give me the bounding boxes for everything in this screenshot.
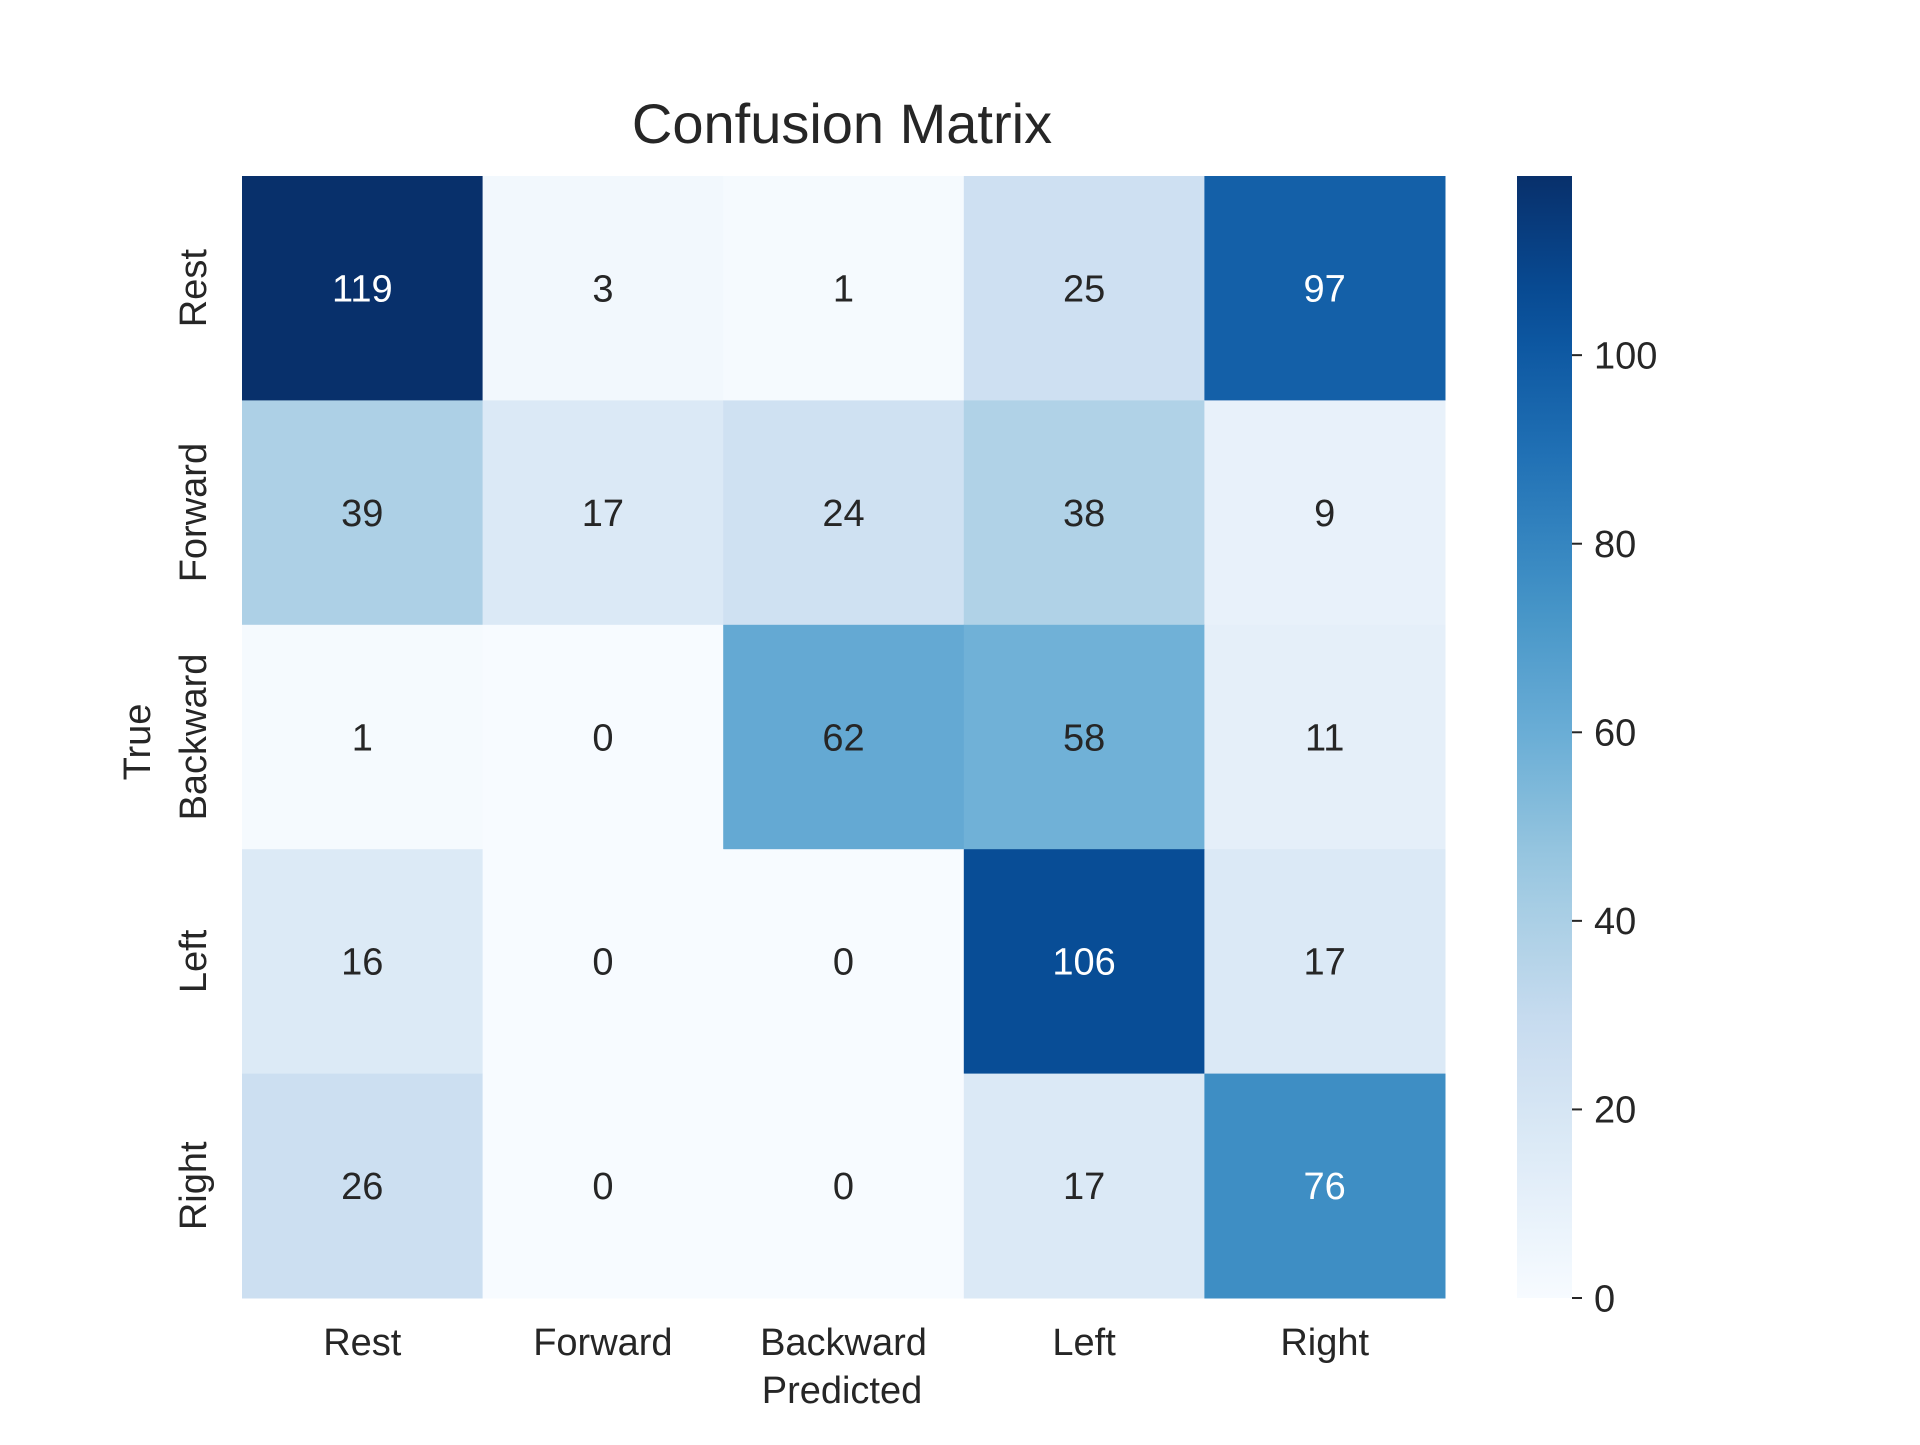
- colorbar-tick-label: 60: [1594, 713, 1636, 755]
- colorbar-tick-label: 80: [1594, 524, 1636, 566]
- cell-value-label: 58: [1063, 717, 1105, 759]
- heatmap-cell: [242, 176, 484, 401]
- heatmap-cell: [963, 400, 1205, 626]
- y-tick-label: Right: [173, 1141, 215, 1230]
- cell-value-label: 62: [822, 717, 864, 759]
- x-tick-label: Left: [1052, 1322, 1116, 1364]
- cell-value-label: 16: [341, 942, 383, 984]
- y-tick-labels: Rest Forward Backward Left Right: [173, 249, 215, 1230]
- heatmap-cell: [723, 849, 965, 1075]
- cell-value-label: 0: [833, 1166, 854, 1208]
- heatmap-cell: [242, 1073, 484, 1299]
- heatmap-cell: [482, 849, 724, 1075]
- heatmap-cell: [963, 176, 1205, 401]
- colorbar-tick-label: 40: [1594, 901, 1636, 943]
- x-tick-label: Backward: [760, 1322, 927, 1364]
- heatmap-cell: [1204, 400, 1446, 626]
- cell-value-label: 0: [592, 942, 613, 984]
- cell-value-label: 0: [833, 942, 854, 984]
- heatmap-cell: [242, 624, 484, 850]
- x-tick-label: Rest: [323, 1322, 402, 1364]
- y-axis-label: True: [117, 704, 159, 781]
- heatmap-cell: [963, 1073, 1205, 1299]
- cell-value-label: 106: [1052, 942, 1115, 984]
- heatmap-cells: 119 3 1 25 97 39 17 24 38 9 1 0 62 58 11 16 0 0 106 17 26 0 0 1…: [242, 176, 1446, 1299]
- heatmap-cell: [482, 1073, 724, 1299]
- x-axis-label: Predicted: [762, 1370, 923, 1412]
- colorbar-ticks: 0 20 40 60 80 100: [1572, 335, 1657, 1320]
- cell-value-label: 119: [332, 269, 393, 311]
- cell-value-label: 38: [1063, 493, 1105, 535]
- colorbar-gradient: [1517, 176, 1572, 1298]
- heatmap-cell: [482, 176, 724, 401]
- y-tick-label: Left: [173, 929, 215, 993]
- heatmap-cell: [1204, 176, 1446, 401]
- heatmap-cell: [242, 849, 484, 1075]
- cell-value-label: 97: [1304, 269, 1346, 311]
- x-tick-labels: Rest Forward Backward Left Right: [323, 1322, 1369, 1364]
- x-tick-label: Forward: [533, 1322, 672, 1364]
- colorbar: 0 20 40 60 80 100: [1517, 176, 1657, 1320]
- cell-value-label: 0: [592, 717, 613, 759]
- heatmap-cell: [1204, 624, 1446, 850]
- heatmap-cell: [723, 624, 965, 850]
- chart-title: Confusion Matrix: [632, 92, 1052, 155]
- heatmap-cell: [482, 624, 724, 850]
- cell-value-label: 17: [582, 493, 624, 535]
- y-tick-label: Rest: [173, 249, 215, 328]
- cell-value-label: 17: [1304, 942, 1346, 984]
- heatmap-cell: [963, 624, 1205, 850]
- cell-value-label: 1: [833, 269, 854, 311]
- cell-value-label: 3: [592, 269, 613, 311]
- heatmap-cell: [482, 400, 724, 626]
- heatmap-cell: [1204, 849, 1446, 1075]
- colorbar-tick-label: 20: [1594, 1090, 1636, 1132]
- heatmap-cell: [1204, 1073, 1446, 1299]
- cell-value-label: 0: [592, 1166, 613, 1208]
- heatmap-cell: [723, 176, 965, 401]
- cell-value-label: 76: [1304, 1166, 1346, 1208]
- colorbar-tick-label: 0: [1594, 1278, 1615, 1320]
- y-tick-label: Forward: [173, 443, 215, 582]
- cell-value-label: 1: [352, 717, 373, 759]
- heatmap-cell: [963, 849, 1205, 1075]
- cell-value-label: 17: [1063, 1166, 1105, 1208]
- y-tick-label: Backward: [173, 654, 215, 821]
- heatmap-cell: [242, 400, 484, 626]
- cell-value-label: 26: [341, 1166, 383, 1208]
- cell-value-label: 25: [1063, 269, 1105, 311]
- colorbar-tick-label: 100: [1594, 335, 1657, 377]
- x-tick-label: Right: [1280, 1322, 1369, 1364]
- cell-value-label: 9: [1314, 493, 1335, 535]
- heatmap-cell: [723, 1073, 965, 1299]
- heatmap-cell: [723, 400, 965, 626]
- cell-value-label: 11: [1305, 717, 1344, 759]
- cell-value-label: 39: [341, 493, 383, 535]
- cell-value-label: 24: [822, 493, 864, 535]
